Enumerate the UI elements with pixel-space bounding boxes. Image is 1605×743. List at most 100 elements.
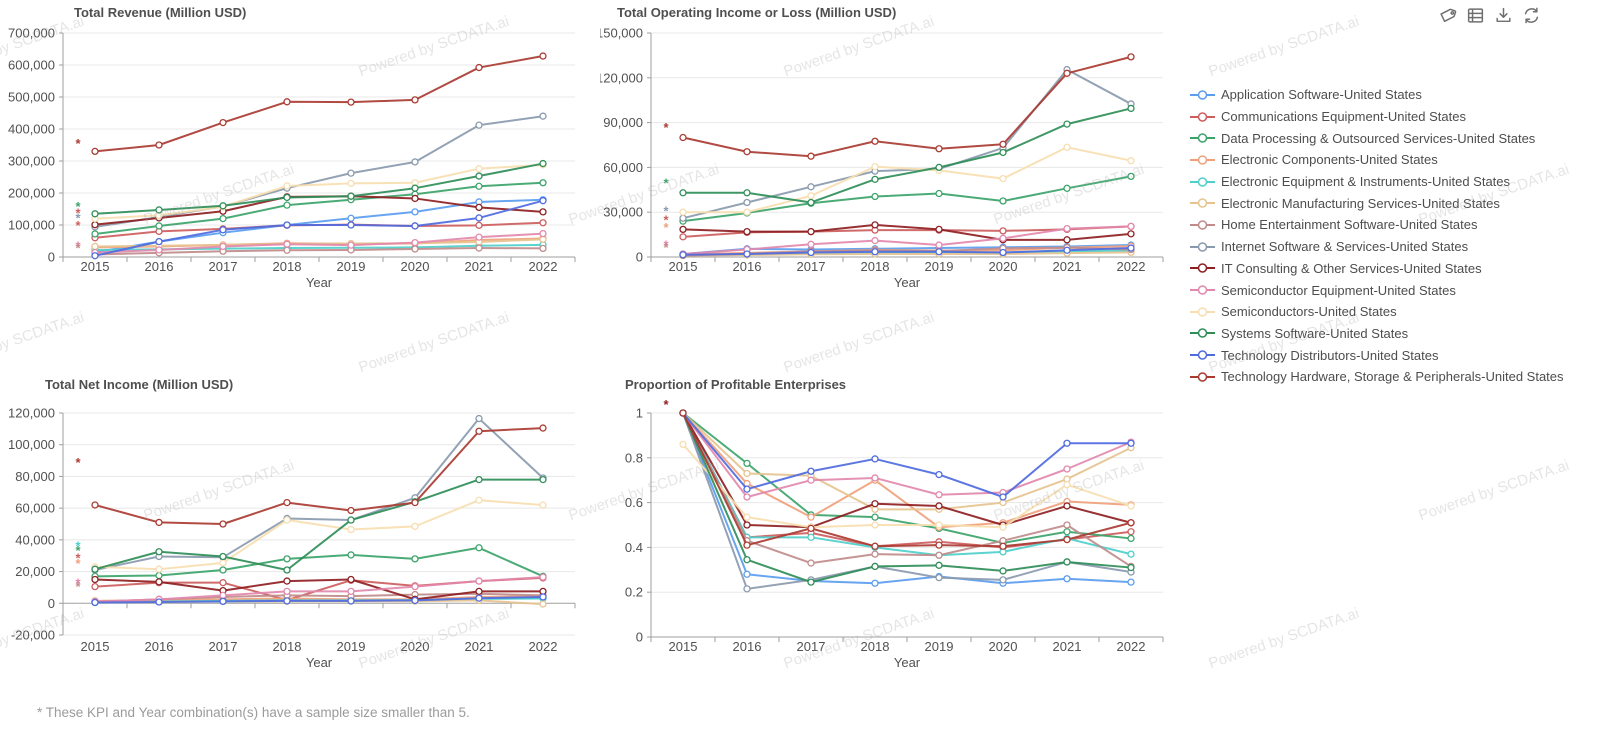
legend-item-semiconductor-equipment[interactable]: Semiconductor Equipment-United States <box>1190 279 1590 301</box>
legend-label: Communications Equipment-United States <box>1221 109 1466 125</box>
small-sample-marker: * <box>663 240 669 255</box>
svg-text:2016: 2016 <box>733 259 762 274</box>
svg-text:2020: 2020 <box>401 259 430 274</box>
series-data-processing-outsourced-services-united-states <box>679 172 1135 225</box>
chart-total-revenue: Total Revenue (Million USD) 0 100,000 200,… <box>0 0 600 300</box>
svg-text:20,000: 20,000 <box>15 564 55 579</box>
legend-line-marker-icon <box>1190 263 1215 274</box>
svg-text:1: 1 <box>636 406 643 421</box>
svg-text:120,000: 120,000 <box>8 406 55 421</box>
legend-item-technology-distributors[interactable]: Technology Distributors-United States <box>1190 344 1590 366</box>
legend-label: Semiconductor Equipment-United States <box>1221 282 1456 298</box>
svg-text:0.6: 0.6 <box>625 495 643 510</box>
series-technology-hardware-storage-peripherals-united-states <box>679 409 1135 550</box>
svg-text:2015: 2015 <box>81 639 110 654</box>
svg-text:40,000: 40,000 <box>15 532 55 547</box>
svg-text:2020: 2020 <box>401 639 430 654</box>
legend-item-electronic-manufacturing-services[interactable]: Electronic Manufacturing Services-United… <box>1190 192 1590 214</box>
chart-title: Proportion of Profitable Enterprises <box>625 377 847 392</box>
svg-text:2022: 2022 <box>1117 259 1146 274</box>
svg-text:2017: 2017 <box>209 639 238 654</box>
svg-text:60,000: 60,000 <box>603 160 643 175</box>
small-sample-marker: * <box>75 455 81 470</box>
legend-item-technology-hardware-storage-peripherals[interactable]: Technology Hardware, Storage & Periphera… <box>1190 366 1590 388</box>
legend-line-marker-icon <box>1190 372 1215 382</box>
small-sample-marker: * <box>75 210 81 225</box>
chart-profitable-proportion: Proportion of Profitable Enterprises 0 0.… <box>600 370 1175 680</box>
legend-item-communications-equipment[interactable]: Communications Equipment-United States <box>1190 106 1590 128</box>
small-sample-marker: * <box>663 120 669 135</box>
svg-text:2021: 2021 <box>465 259 494 274</box>
legend-label: Home Entertainment Software-United State… <box>1221 217 1478 233</box>
net-income-plot[interactable]: -20,000 0 20,000 40,000 60,000 80,000 100,000 1… <box>0 370 600 680</box>
download-button[interactable] <box>1494 6 1513 25</box>
small-sample-marker: * <box>75 238 81 253</box>
svg-text:-20,000: -20,000 <box>11 628 55 643</box>
legend-label: Technology Distributors-United States <box>1221 347 1439 363</box>
series-systems-software-united-states <box>679 104 1135 207</box>
legend-item-application-software[interactable]: Application Software-United States <box>1190 84 1590 106</box>
refresh-button[interactable] <box>1522 6 1541 25</box>
small-sample-marker: * <box>75 556 81 571</box>
legend-item-electronic-components[interactable]: Electronic Components-United States <box>1190 149 1590 171</box>
legend-label: Electronic Equipment & Instruments-Unite… <box>1221 174 1511 190</box>
sample-size-footnote: * These KPI and Year combination(s) have… <box>37 705 470 720</box>
svg-text:2020: 2020 <box>989 639 1018 654</box>
svg-text:100,000: 100,000 <box>8 437 55 452</box>
data-view-button[interactable] <box>1466 6 1485 25</box>
chart-title: Total Operating Income or Loss (Million … <box>617 5 897 20</box>
svg-text:2018: 2018 <box>273 639 302 654</box>
svg-text:0.2: 0.2 <box>625 585 643 600</box>
svg-text:2017: 2017 <box>797 639 826 654</box>
legend-line-marker-icon <box>1190 241 1215 252</box>
svg-text:700,000: 700,000 <box>8 26 55 41</box>
operating-income-plot[interactable]: 0 30,000 60,000 90,000 120,000 150,000 2015 201… <box>600 0 1175 300</box>
legend-item-electronic-equipment-instruments[interactable]: Electronic Equipment & Instruments-Unite… <box>1190 171 1590 193</box>
small-sample-marker: * <box>75 240 81 255</box>
series-technology-distributors-united-states <box>679 244 1135 259</box>
legend-label: Electronic Manufacturing Services-United… <box>1221 195 1500 211</box>
small-sample-marker: * <box>75 199 81 214</box>
watermark-text: Powered by SCDATA.ai <box>356 308 512 377</box>
tag-button[interactable] <box>1438 6 1457 25</box>
legend-item-data-processing-outsourced-services[interactable]: Data Processing & Outsourced Services-Un… <box>1190 127 1590 149</box>
svg-text:0.4: 0.4 <box>625 540 643 555</box>
legend-label: Semiconductors-United States <box>1221 304 1397 320</box>
series-technology-hardware-storage-peripherals-united-states <box>91 52 547 156</box>
svg-text:Year: Year <box>894 655 921 670</box>
legend-label: IT Consulting & Other Services-United St… <box>1221 260 1482 276</box>
legend-line-marker-icon <box>1190 220 1215 230</box>
legend-item-home-entertainment-software[interactable]: Home Entertainment Software-United State… <box>1190 214 1590 236</box>
svg-text:2018: 2018 <box>861 639 890 654</box>
legend-item-semiconductors[interactable]: Semiconductors-United States <box>1190 301 1590 323</box>
svg-text:300,000: 300,000 <box>8 154 55 169</box>
legend-label: Internet Software & Services-United Stat… <box>1221 239 1469 255</box>
total-revenue-plot[interactable]: 0 100,000 200,000 300,000 400,000 500,000 600,… <box>0 0 600 300</box>
legend-label: Electronic Components-United States <box>1221 152 1438 168</box>
series-systems-software-united-states <box>679 409 1135 586</box>
legend-label: Application Software-United States <box>1221 87 1422 103</box>
profitable-proportion-plot[interactable]: 0 0.2 0.4 0.6 0.8 1 2015 2016 2017 2018 2019 2020 20… <box>600 370 1175 680</box>
legend-label: Technology Hardware, Storage & Periphera… <box>1221 369 1564 385</box>
svg-text:2019: 2019 <box>337 259 366 274</box>
legend-item-it-consulting-other-services[interactable]: IT Consulting & Other Services-United St… <box>1190 258 1590 280</box>
small-sample-marker: * <box>75 136 81 151</box>
small-sample-marker: * <box>663 237 669 252</box>
svg-text:Year: Year <box>306 655 333 670</box>
svg-text:600,000: 600,000 <box>8 58 55 73</box>
svg-text:0: 0 <box>48 596 55 611</box>
series-systems-software-united-states <box>91 475 547 574</box>
svg-text:Year: Year <box>894 275 921 290</box>
legend-item-systems-software[interactable]: Systems Software-United States <box>1190 323 1590 345</box>
svg-text:2018: 2018 <box>861 259 890 274</box>
svg-text:2015: 2015 <box>81 259 110 274</box>
legend-line-marker-icon <box>1190 306 1215 317</box>
svg-text:2016: 2016 <box>145 639 174 654</box>
chart-title: Total Net Income (Million USD) <box>45 377 234 392</box>
small-sample-marker: * <box>663 213 669 228</box>
svg-text:0: 0 <box>636 630 643 645</box>
legend-item-internet-software-services[interactable]: Internet Software & Services-United Stat… <box>1190 236 1590 258</box>
series-technology-hardware-storage-peripherals-united-states <box>679 53 1135 160</box>
small-sample-marker: * <box>75 579 81 594</box>
series-systems-software-united-states <box>91 159 547 218</box>
